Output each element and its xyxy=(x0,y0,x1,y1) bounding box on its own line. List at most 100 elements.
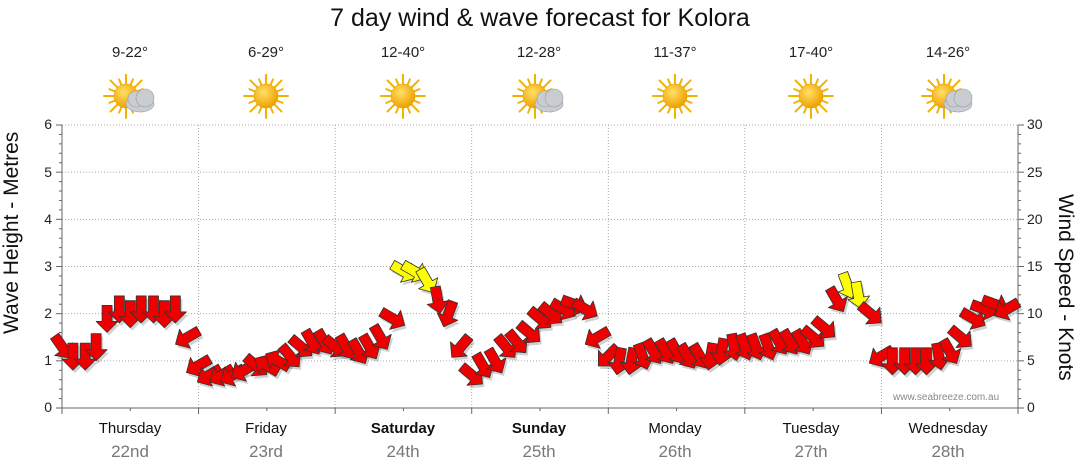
y-right-tick: 30 xyxy=(1027,116,1043,132)
wind-arrow xyxy=(163,295,187,324)
temp-label-sunday: 12-28° xyxy=(516,44,562,61)
sun-ray xyxy=(821,99,829,104)
sun-ray xyxy=(386,79,396,89)
wind-arrow xyxy=(426,285,450,314)
date-label-saturday: 24th xyxy=(386,442,420,461)
sun-ray xyxy=(657,88,665,93)
sun-ray xyxy=(413,99,421,104)
sun-ray xyxy=(936,78,941,86)
sun-ray xyxy=(395,106,400,114)
sunny-icon xyxy=(652,74,698,119)
y-right-tick: 10 xyxy=(1027,305,1043,321)
sun-ray xyxy=(108,88,116,93)
chart-title: 7 day wind & wave forecast for Kolora xyxy=(330,4,750,32)
cloud xyxy=(534,88,564,113)
sun-disc xyxy=(253,83,279,109)
wind-arrow xyxy=(799,324,825,349)
sun-ray xyxy=(273,79,283,89)
sun-ray xyxy=(803,78,808,86)
wind-arrow xyxy=(483,346,507,374)
cloud xyxy=(125,88,155,113)
wind-arrow xyxy=(790,327,814,355)
sun-disc xyxy=(662,83,688,109)
sun-ray xyxy=(927,103,937,113)
sunny-icon xyxy=(380,74,426,119)
sun-ray xyxy=(793,88,801,93)
sun-ray xyxy=(118,78,123,86)
wind-arrow xyxy=(471,351,495,379)
y-left-tick: 5 xyxy=(44,164,52,180)
wind-arrow xyxy=(73,342,97,371)
day-label-sunday: Sunday xyxy=(511,420,567,437)
cloud xyxy=(943,88,973,113)
sun-ray xyxy=(527,106,532,114)
wind-arrow xyxy=(175,326,202,349)
sun-ray xyxy=(413,88,421,93)
sunny-icon xyxy=(788,74,834,119)
wind-arrow xyxy=(584,326,612,349)
sun-ray xyxy=(658,103,668,113)
wind-arrow xyxy=(504,328,528,354)
date-label-sunday: 25th xyxy=(522,442,556,461)
sun-ray xyxy=(273,103,283,113)
sun-ray xyxy=(109,103,119,113)
sun-ray xyxy=(678,106,683,114)
wind-arrow-series xyxy=(50,259,1023,390)
wind-arrow xyxy=(856,301,882,325)
sun-ray xyxy=(814,78,819,86)
day-label-tuesday: Tuesday xyxy=(782,420,840,437)
sun-ray xyxy=(406,106,411,114)
sun-ray xyxy=(385,88,393,93)
sun-ray xyxy=(821,88,829,93)
sun-ray xyxy=(667,78,672,86)
date-label-friday: 23rd xyxy=(248,442,284,461)
partly-cloudy-icon xyxy=(512,74,564,119)
sun-ray xyxy=(803,106,808,114)
day-label-saturday: Saturday xyxy=(370,420,436,437)
sun-ray xyxy=(685,88,693,93)
sun-ray xyxy=(678,78,683,86)
sun-ray xyxy=(109,79,119,89)
wind-arrow xyxy=(825,285,848,313)
sun-ray xyxy=(951,79,961,89)
sun-ray xyxy=(542,79,552,89)
sun-ray xyxy=(794,103,804,113)
sun-ray xyxy=(248,88,256,93)
sun-ray xyxy=(386,103,396,113)
temp-label-saturday: 12-40° xyxy=(380,44,426,61)
temp-label-wednesday: 14-26° xyxy=(925,44,971,61)
y-left-tick: 6 xyxy=(44,116,52,132)
wind-arrow xyxy=(709,337,733,366)
sun-disc xyxy=(798,83,824,109)
sun-ray xyxy=(936,106,941,114)
wind-arrow xyxy=(415,266,439,294)
wind-arrow xyxy=(810,315,836,339)
sun-ray xyxy=(818,103,828,113)
wind-arrow xyxy=(95,304,119,333)
sun-ray xyxy=(133,79,143,89)
sun-ray xyxy=(249,79,259,89)
wind-arrow xyxy=(994,297,1022,321)
day-label-thursday: Thursday xyxy=(98,420,162,437)
wind-arrow xyxy=(277,342,301,368)
wind-arrow xyxy=(368,323,392,350)
wind-arrow xyxy=(378,307,406,330)
y-right-tick: 0 xyxy=(1027,399,1035,415)
sun-ray xyxy=(518,79,528,89)
sun-ray xyxy=(927,79,937,89)
y-right-tick: 25 xyxy=(1027,164,1043,180)
sun-ray xyxy=(794,79,804,89)
sun-ray xyxy=(395,78,400,86)
sun-ray xyxy=(118,106,123,114)
sun-ray xyxy=(527,78,532,86)
sun-ray xyxy=(248,99,256,104)
wind-arrow xyxy=(570,297,598,321)
y-right-tick: 15 xyxy=(1027,258,1043,274)
wind-arrow xyxy=(958,307,986,330)
sun-ray xyxy=(258,106,263,114)
wind-arrow xyxy=(515,319,541,344)
sun-ray xyxy=(276,99,284,104)
sun-ray xyxy=(793,99,801,104)
wind-arrow xyxy=(436,299,459,328)
